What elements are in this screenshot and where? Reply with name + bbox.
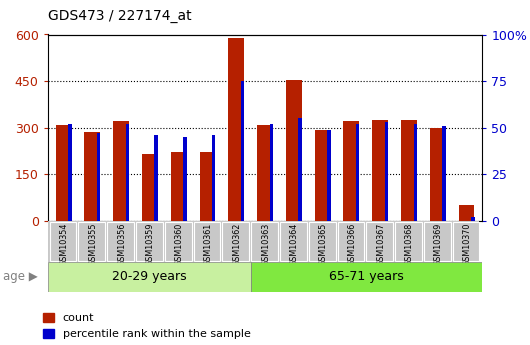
Bar (228, 38, 244, 221)
Bar (241, 81, 244, 221)
Text: GSM10367: GSM10367 (376, 223, 385, 266)
Bar (424, 221, 450, 262)
Bar (165, 221, 192, 262)
Text: GDS473 / 227174_at: GDS473 / 227174_at (48, 9, 191, 23)
Bar (113, 121, 129, 221)
Text: age ▶: age ▶ (3, 270, 38, 283)
Bar (171, 152, 187, 221)
Text: 65-71 years: 65-71 years (329, 270, 404, 283)
Bar (251, 262, 482, 292)
Bar (78, 221, 105, 262)
Bar (327, 129, 331, 221)
Bar (413, 124, 417, 221)
Bar (401, 120, 417, 221)
Bar (56, 125, 72, 221)
Text: GSM10366: GSM10366 (348, 223, 356, 266)
Text: GSM10359: GSM10359 (146, 223, 155, 266)
Bar (97, 133, 100, 221)
Bar (395, 221, 422, 262)
Bar (385, 122, 388, 221)
Bar (443, 126, 446, 221)
Bar (84, 132, 100, 221)
Bar (356, 124, 359, 221)
Bar (136, 221, 163, 262)
Bar (458, 205, 474, 221)
Bar (154, 135, 158, 221)
Bar (343, 121, 359, 221)
Text: GSM10362: GSM10362 (232, 223, 241, 266)
Bar (453, 221, 480, 262)
Bar (257, 125, 273, 221)
Bar (298, 118, 302, 221)
Bar (309, 221, 335, 262)
Bar (183, 137, 187, 221)
Text: GSM10364: GSM10364 (290, 223, 299, 266)
Bar (50, 221, 76, 262)
Text: GSM10361: GSM10361 (204, 223, 213, 266)
Bar (193, 221, 220, 262)
Text: GSM10369: GSM10369 (434, 223, 443, 266)
Bar (372, 120, 388, 221)
Bar (212, 135, 216, 221)
Bar (270, 124, 273, 221)
Bar (251, 221, 278, 262)
Bar (366, 221, 393, 262)
Bar (223, 221, 249, 262)
Text: GSM10360: GSM10360 (175, 223, 184, 266)
Text: GSM10363: GSM10363 (261, 223, 270, 266)
Bar (48, 262, 251, 292)
Text: GSM10370: GSM10370 (463, 223, 472, 266)
Text: GSM10365: GSM10365 (319, 223, 328, 266)
Bar (280, 221, 307, 262)
Bar (315, 130, 331, 221)
Bar (338, 221, 364, 262)
Bar (126, 124, 129, 221)
Bar (107, 221, 134, 262)
Text: 20-29 years: 20-29 years (112, 270, 187, 283)
Bar (199, 152, 215, 221)
Legend: count, percentile rank within the sample: count, percentile rank within the sample (42, 313, 251, 339)
Text: GSM10356: GSM10356 (117, 223, 126, 266)
Bar (68, 124, 72, 221)
Text: GSM10355: GSM10355 (89, 223, 98, 266)
Bar (142, 154, 158, 221)
Bar (471, 217, 474, 221)
Text: GSM10368: GSM10368 (405, 223, 414, 266)
Bar (430, 128, 446, 221)
Bar (286, 79, 302, 221)
Text: GSM10354: GSM10354 (59, 223, 68, 266)
